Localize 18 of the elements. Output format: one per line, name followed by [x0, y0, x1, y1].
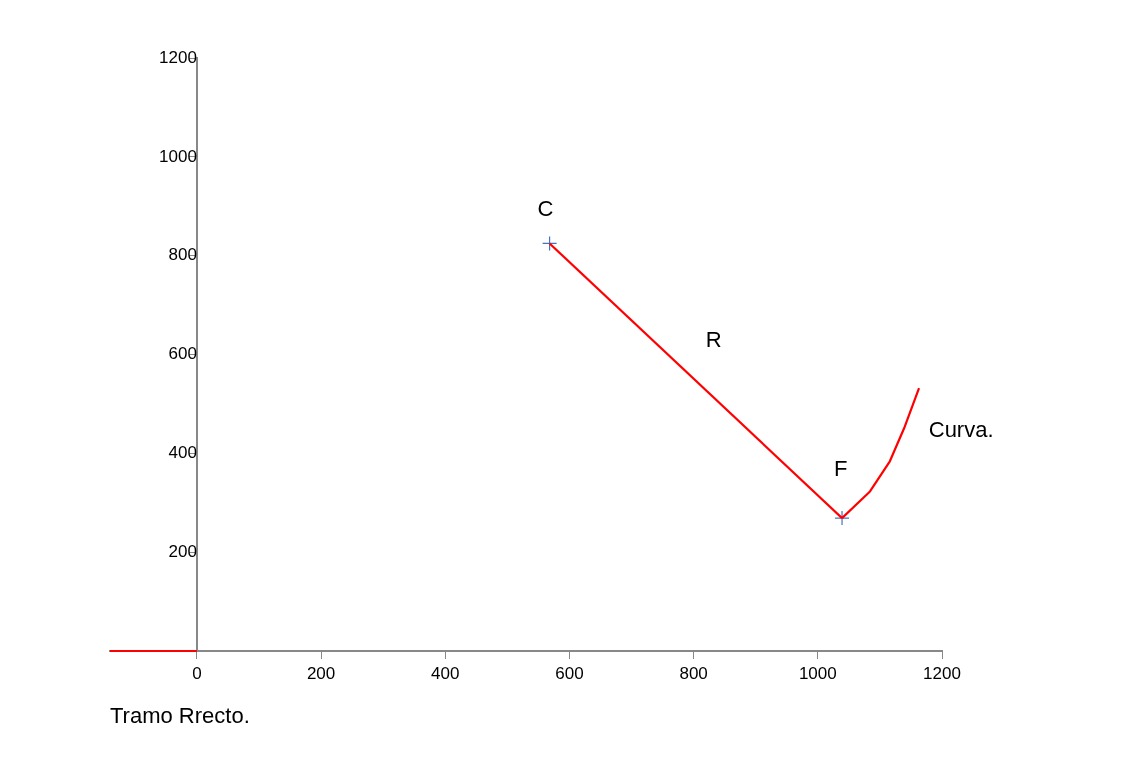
- y-tick-label: 800: [168, 245, 197, 265]
- y-tick-label: 600: [168, 344, 197, 364]
- x-tick-label: 0: [192, 663, 202, 683]
- x-tick-label: 200: [306, 663, 336, 683]
- annotation: Tramo Rrecto.: [110, 703, 250, 729]
- x-tick-label: 800: [679, 663, 708, 683]
- x-tick-label: 1200: [923, 663, 961, 683]
- x-tick-label: 1000: [798, 663, 837, 683]
- annotation: F: [834, 456, 848, 482]
- x-tick-label: 600: [555, 663, 584, 683]
- annotation: R: [705, 326, 722, 352]
- y-tick-label: 1000: [159, 146, 197, 166]
- x-tick-label: 400: [431, 663, 460, 683]
- annotation: C: [537, 195, 554, 221]
- y-tick-label: 200: [168, 541, 197, 561]
- y-tick-label: 1200: [159, 47, 197, 67]
- annotation: Curva.: [928, 416, 994, 442]
- y-tick-label: 400: [168, 443, 197, 463]
